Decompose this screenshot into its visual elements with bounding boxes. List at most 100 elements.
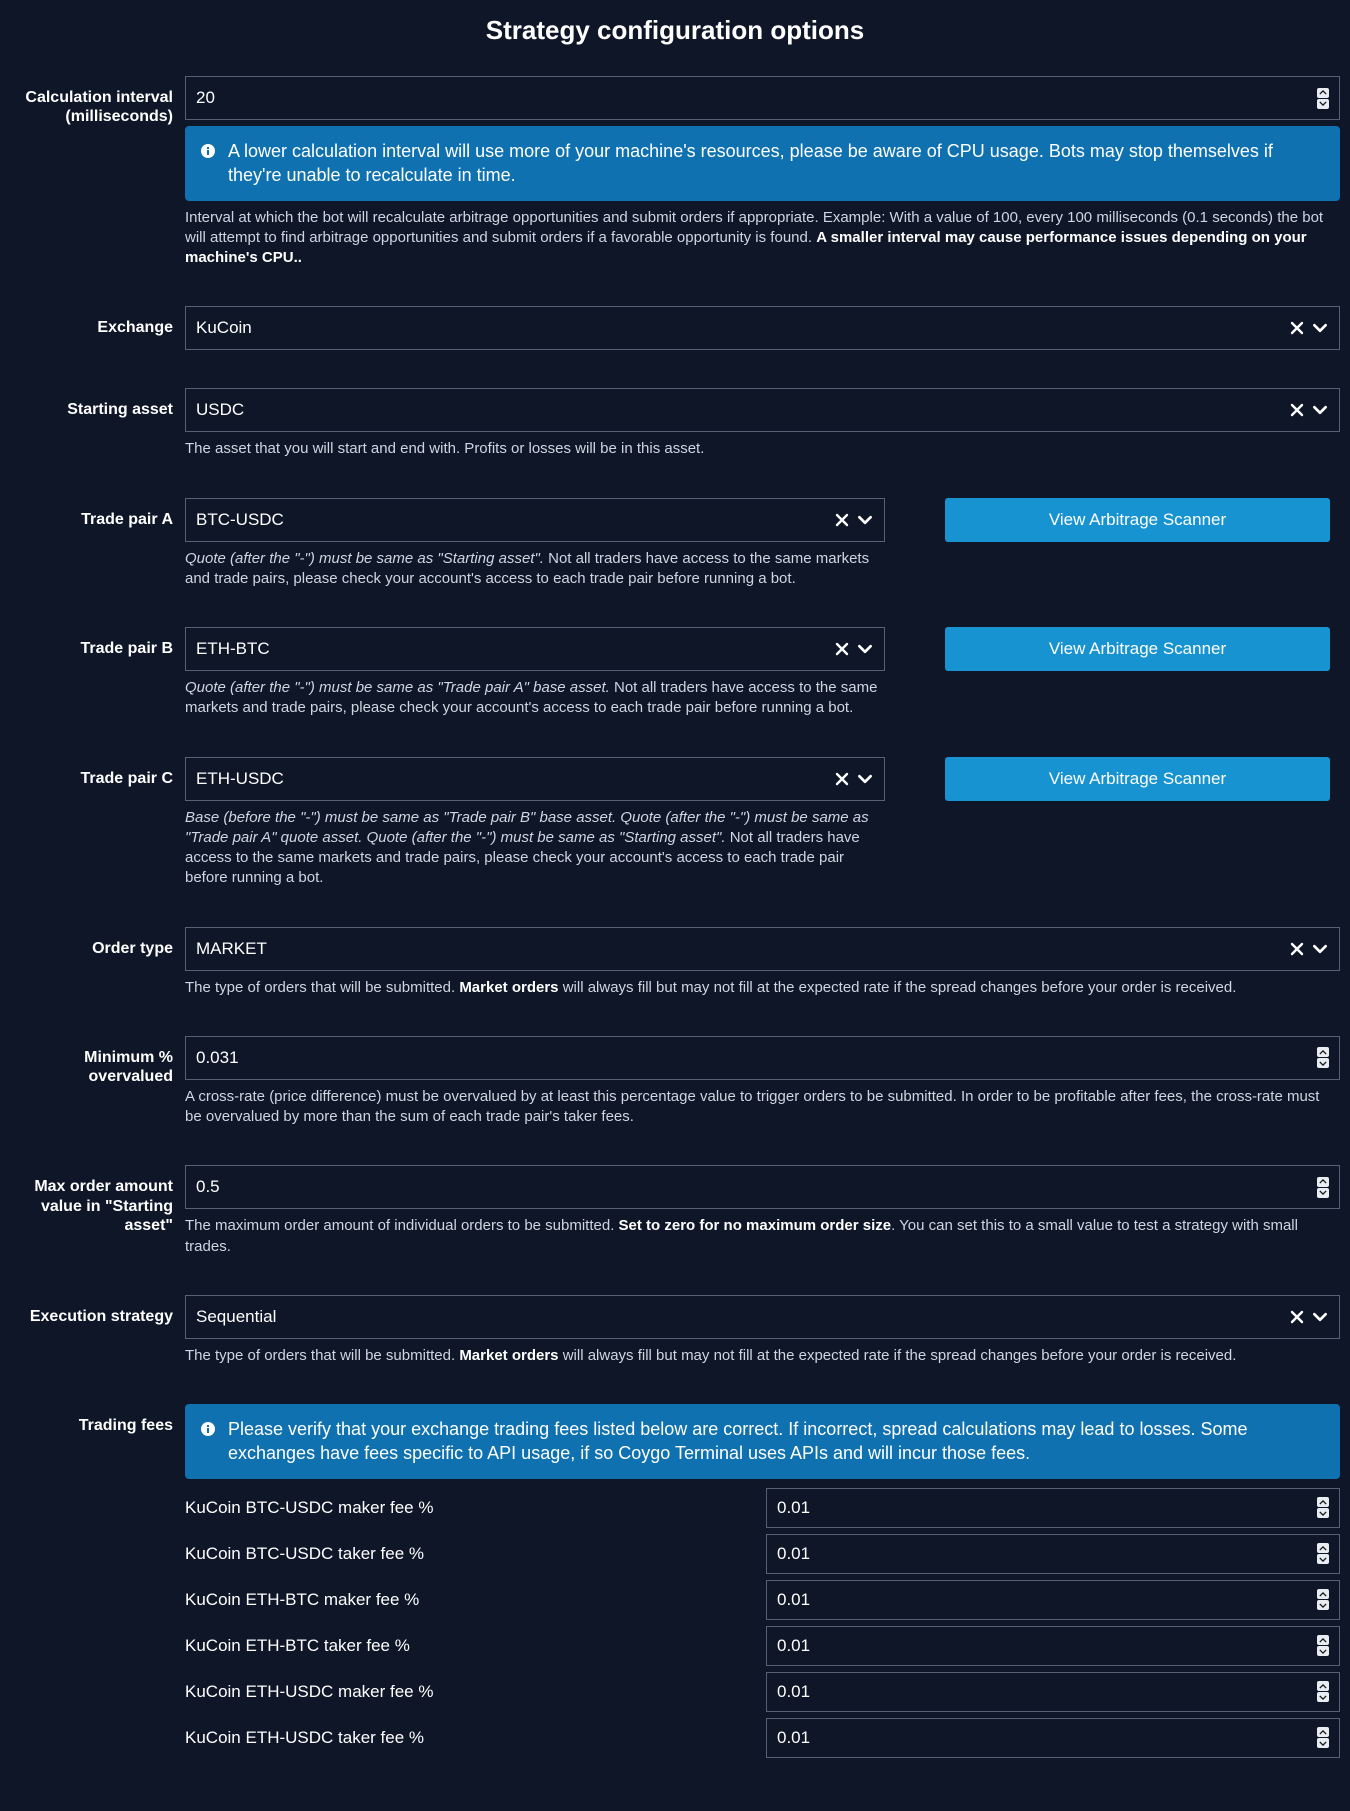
fee-input[interactable]: 0.01 [766,1718,1340,1758]
spinner-up-icon[interactable] [1317,1543,1329,1553]
starting-asset-value: USDC [196,400,1289,420]
pair-a-label: Trade pair A [10,498,185,529]
min-overvalued-value: 0.031 [196,1048,1317,1068]
spinner-down-icon[interactable] [1317,1738,1329,1748]
clear-icon[interactable] [834,641,850,657]
chevron-down-icon[interactable] [856,511,874,529]
clear-icon[interactable] [1289,941,1305,957]
clear-icon[interactable] [1289,402,1305,418]
spinner-up-icon[interactable] [1317,1589,1329,1599]
fee-value: 0.01 [777,1498,1317,1518]
max-order-help: The maximum order amount of individual o… [185,1216,1340,1257]
pair-b-label: Trade pair B [10,627,185,658]
chevron-down-icon[interactable] [856,640,874,658]
spinner-up-icon[interactable] [1317,1635,1329,1645]
spinner-down-icon[interactable] [1317,1508,1329,1518]
spinner-down-icon[interactable] [1317,1600,1329,1610]
trading-fees-label: Trading fees [10,1404,185,1435]
order-type-value: MARKET [196,939,1289,959]
chevron-down-icon[interactable] [1311,319,1329,337]
view-scanner-button[interactable]: View Arbitrage Scanner [945,627,1330,671]
spinner-down-icon[interactable] [1317,1188,1329,1198]
fee-input[interactable]: 0.01 [766,1488,1340,1528]
clear-icon[interactable] [1289,1309,1305,1325]
chevron-down-icon[interactable] [1311,940,1329,958]
fee-label: KuCoin ETH-USDC maker fee % [185,1682,766,1702]
max-order-value: 0.5 [196,1177,1317,1197]
fee-label: KuCoin ETH-USDC taker fee % [185,1728,766,1748]
spinner-up-icon[interactable] [1317,1727,1329,1737]
clear-icon[interactable] [1289,320,1305,336]
starting-asset-help: The asset that you will start and end wi… [185,439,1340,459]
min-overvalued-label: Minimum % overvalued [10,1036,185,1086]
pair-c-value: ETH-USDC [196,769,834,789]
clear-icon[interactable] [834,512,850,528]
chevron-down-icon[interactable] [1311,401,1329,419]
fee-input[interactable]: 0.01 [766,1626,1340,1666]
fee-value: 0.01 [777,1682,1317,1702]
spinner-up-icon[interactable] [1317,88,1329,98]
pair-c-help: Base (before the "-") must be same as "T… [185,808,885,889]
chevron-down-icon[interactable] [1311,1308,1329,1326]
pair-b-value: ETH-BTC [196,639,834,659]
info-icon [200,139,216,188]
exchange-label: Exchange [10,306,185,337]
order-type-label: Order type [10,927,185,958]
fee-input[interactable]: 0.01 [766,1672,1340,1712]
max-order-input[interactable]: 0.5 [185,1165,1340,1209]
calc-interval-input[interactable]: 20 [185,76,1340,120]
pair-a-value: BTC-USDC [196,510,834,530]
starting-asset-label: Starting asset [10,388,185,419]
fee-input[interactable]: 0.01 [766,1580,1340,1620]
spinner-down-icon[interactable] [1317,1058,1329,1068]
fee-label: KuCoin BTC-USDC maker fee % [185,1498,766,1518]
starting-asset-select[interactable]: USDC [185,388,1340,432]
calc-interval-label: Calculation interval (milliseconds) [10,76,185,126]
min-overvalued-input[interactable]: 0.031 [185,1036,1340,1080]
fee-row: KuCoin BTC-USDC maker fee % 0.01 [185,1485,1340,1531]
min-overvalued-help: A cross-rate (price difference) must be … [185,1087,1340,1128]
calc-interval-help: Interval at which the bot will recalcula… [185,208,1340,269]
fee-value: 0.01 [777,1728,1317,1748]
chevron-down-icon[interactable] [856,770,874,788]
fee-row: KuCoin ETH-BTC taker fee %0.01 [185,1623,1340,1669]
exec-strategy-value: Sequential [196,1307,1289,1327]
pair-a-select[interactable]: BTC-USDC [185,498,885,542]
page-title: Strategy configuration options [10,15,1340,46]
max-order-label: Max order amount value in "Starting asse… [10,1165,185,1235]
view-scanner-button[interactable]: View Arbitrage Scanner [945,498,1330,542]
pair-b-help: Quote (after the "-") must be same as "T… [185,678,885,719]
pair-a-help: Quote (after the "-") must be same as "S… [185,549,885,590]
spinner-up-icon[interactable] [1317,1177,1329,1187]
calc-interval-info: A lower calculation interval will use mo… [185,126,1340,201]
spinner-up-icon[interactable] [1317,1681,1329,1691]
view-scanner-button[interactable]: View Arbitrage Scanner [945,757,1330,801]
fee-row: KuCoin BTC-USDC taker fee %0.01 [185,1531,1340,1577]
fee-value: 0.01 [777,1544,1317,1564]
fee-label: KuCoin ETH-BTC maker fee % [185,1590,766,1610]
pair-c-label: Trade pair C [10,757,185,788]
exec-strategy-label: Execution strategy [10,1295,185,1326]
spinner-up-icon[interactable] [1317,1497,1329,1507]
exec-strategy-help: The type of orders that will be submitte… [185,1346,1340,1366]
fee-row: KuCoin ETH-USDC maker fee % 0.01 [185,1669,1340,1715]
pair-c-select[interactable]: ETH-USDC [185,757,885,801]
trading-fees-info: Please verify that your exchange trading… [185,1404,1340,1479]
fee-row: KuCoin ETH-USDC taker fee % 0.01 [185,1715,1340,1761]
exchange-select[interactable]: KuCoin [185,306,1340,350]
order-type-select[interactable]: MARKET [185,927,1340,971]
spinner-down-icon[interactable] [1317,1692,1329,1702]
exec-strategy-select[interactable]: Sequential [185,1295,1340,1339]
clear-icon[interactable] [834,771,850,787]
fee-input[interactable]: 0.01 [766,1534,1340,1574]
order-type-help: The type of orders that will be submitte… [185,978,1340,998]
spinner-down-icon[interactable] [1317,1646,1329,1656]
fee-value: 0.01 [777,1590,1317,1610]
pair-b-select[interactable]: ETH-BTC [185,627,885,671]
spinner-down-icon[interactable] [1317,1554,1329,1564]
fee-value: 0.01 [777,1636,1317,1656]
spinner-down-icon[interactable] [1317,99,1329,109]
spinner-up-icon[interactable] [1317,1047,1329,1057]
fee-row: KuCoin ETH-BTC maker fee % 0.01 [185,1577,1340,1623]
exchange-value: KuCoin [196,318,1289,338]
